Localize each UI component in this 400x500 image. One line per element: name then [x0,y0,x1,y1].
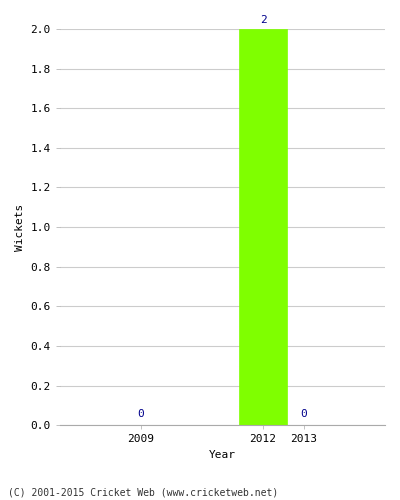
Text: 0: 0 [300,410,307,420]
Text: 0: 0 [138,410,144,420]
Text: 2: 2 [260,15,266,25]
Bar [239,29,288,425]
Y-axis label: Wickets: Wickets [15,204,25,251]
X-axis label: Year: Year [209,450,236,460]
Text: (C) 2001-2015 Cricket Web (www.cricketweb.net): (C) 2001-2015 Cricket Web (www.cricketwe… [8,488,278,498]
